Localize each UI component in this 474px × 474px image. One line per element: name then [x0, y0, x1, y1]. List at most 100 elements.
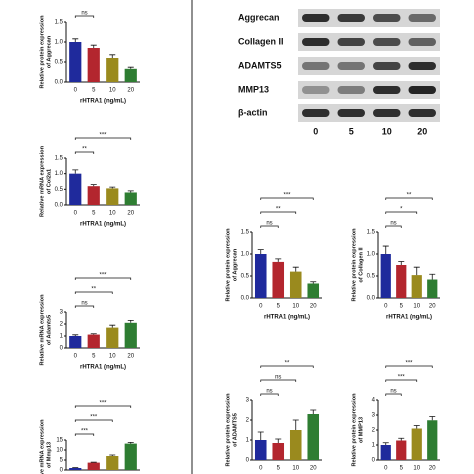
bracket — [260, 365, 314, 368]
significance: *** — [90, 415, 98, 421]
error-bar — [90, 333, 97, 335]
y-axis-label: of Col2a1 — [46, 169, 52, 194]
significance: ns — [390, 389, 396, 395]
bar — [87, 186, 100, 205]
blot-band — [337, 62, 365, 70]
lane-label: 20 — [417, 126, 427, 136]
y-tick-label: 1.0 — [55, 171, 64, 177]
significance: ns — [275, 375, 281, 381]
x-tick-label: 5 — [277, 304, 281, 310]
significance: *** — [99, 273, 107, 279]
x-tick-label: 0 — [74, 211, 78, 217]
blot-label: ADAMTS5 — [238, 60, 282, 70]
bar — [106, 327, 119, 348]
y-tick-label: 2 — [372, 428, 376, 434]
x-tick-label: 0 — [74, 88, 78, 94]
blot-band — [337, 14, 365, 22]
x-tick-label: 10 — [109, 211, 116, 217]
bracket — [74, 15, 95, 18]
blot-band — [408, 86, 436, 94]
y-tick-label: 0.5 — [367, 274, 376, 280]
x-axis-label: rHTRA1 (ng/mL) — [264, 315, 310, 321]
error-bar — [72, 334, 79, 336]
bar — [289, 271, 302, 298]
error-bar — [90, 44, 97, 48]
significance: ** — [285, 361, 290, 367]
x-tick-label: 10 — [109, 88, 116, 94]
bar — [124, 322, 137, 348]
blot-label: β-actin — [238, 107, 268, 117]
y-tick-label: 1 — [372, 443, 376, 449]
significance: ** — [276, 207, 281, 213]
x-tick-label: 5 — [92, 354, 96, 360]
x-axis-label: rHTRA1 (ng/mL) — [80, 222, 126, 228]
x-tick-label: 5 — [400, 304, 404, 310]
y-axis-label: of ADAMTS5 — [232, 413, 238, 447]
lane-label: 10 — [382, 126, 392, 136]
error-bar — [398, 437, 405, 441]
bar — [272, 261, 285, 298]
significance: ** — [407, 193, 412, 199]
bracket — [74, 291, 113, 294]
bar — [87, 462, 100, 470]
error-bar — [109, 54, 116, 58]
error-bar — [109, 186, 116, 189]
significance: ** — [91, 287, 96, 293]
bar — [396, 265, 407, 298]
y-axis-label: of Mmp13 — [46, 442, 52, 468]
blot-strip — [298, 9, 440, 27]
significance: *** — [398, 375, 406, 381]
error-bar — [429, 416, 436, 421]
error-bar — [257, 249, 264, 254]
blot-band — [373, 62, 401, 70]
error-bar — [127, 66, 134, 69]
error-bar — [72, 38, 79, 42]
y-tick-label: 3 — [246, 398, 250, 404]
bar — [106, 456, 119, 470]
blot-label: Aggrecan — [238, 12, 280, 22]
y-tick-label: 0 — [60, 468, 64, 474]
y-tick-label: 0 — [60, 346, 64, 352]
bar — [396, 440, 407, 460]
blot-band — [408, 109, 436, 117]
y-tick-label: 1 — [246, 438, 250, 444]
x-tick-label: 20 — [310, 466, 317, 472]
significance: ns — [81, 301, 87, 307]
significance: ns — [266, 389, 272, 395]
bar — [124, 443, 137, 470]
bar — [411, 275, 422, 298]
y-axis-label: Relative mRNA expression — [39, 419, 45, 474]
bar — [307, 414, 320, 460]
error-bar — [127, 442, 134, 444]
error-bar — [109, 454, 116, 456]
y-tick-label: 1.5 — [55, 20, 64, 26]
error-bar — [310, 409, 317, 414]
bar — [124, 192, 137, 205]
lane-label: 5 — [349, 126, 354, 136]
y-tick-label: 0.0 — [55, 203, 64, 209]
y-axis-label: of Collagen II — [358, 247, 364, 283]
x-tick-label: 20 — [310, 304, 317, 310]
error-bar — [257, 431, 264, 440]
bar — [427, 279, 438, 298]
y-axis-label: Relative protein expression — [39, 15, 45, 89]
error-bar — [275, 258, 282, 262]
error-bar — [429, 273, 436, 280]
bar — [427, 420, 438, 460]
blot-band — [373, 109, 401, 117]
bracket — [260, 211, 297, 214]
x-tick-label: 0 — [259, 304, 263, 310]
blot-label: Collagen II — [238, 36, 284, 46]
error-bar — [127, 320, 134, 323]
blot-strip — [298, 57, 440, 75]
blot-label: MMP13 — [238, 84, 269, 94]
blot-band — [302, 14, 330, 22]
bracket — [260, 393, 279, 396]
y-tick-label: 3 — [372, 413, 376, 419]
x-tick-label: 20 — [127, 211, 134, 217]
bar — [124, 68, 137, 82]
bracket — [260, 225, 279, 228]
bracket — [385, 393, 402, 396]
bracket — [74, 405, 132, 408]
